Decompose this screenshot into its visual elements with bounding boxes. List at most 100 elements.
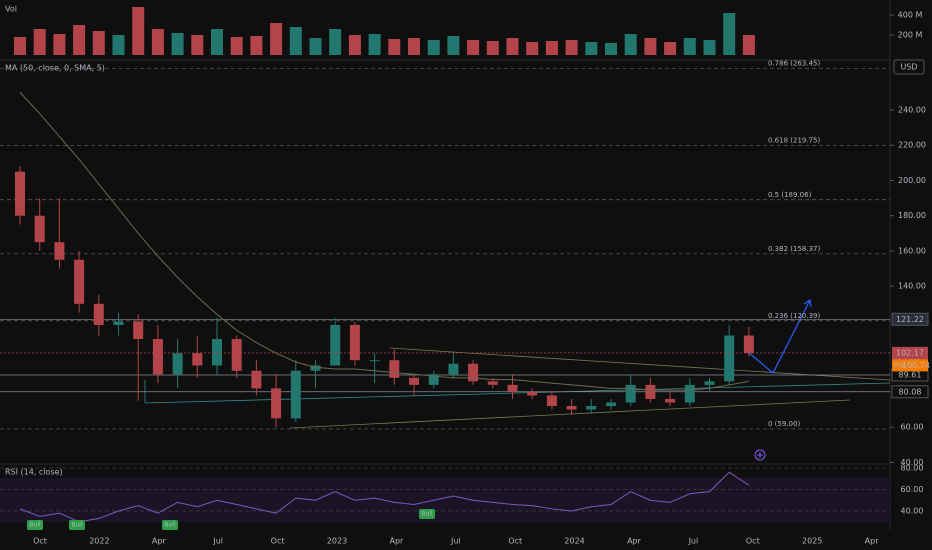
candle-body	[34, 215, 45, 243]
volume-bar	[605, 43, 617, 55]
y-tick-label: 180.00	[898, 211, 926, 220]
volume-bar	[112, 35, 125, 55]
candle-body	[54, 242, 65, 260]
candle-body	[507, 384, 518, 392]
rsi-label: RSI (14, close)	[5, 468, 63, 477]
signal-tag	[69, 520, 85, 530]
volume-bar	[92, 31, 105, 55]
level-tag	[891, 312, 929, 326]
y-tick-label: 60.00	[901, 423, 924, 432]
currency-button[interactable]	[893, 59, 925, 75]
candle-body	[428, 374, 439, 385]
add-icon	[757, 452, 763, 458]
candle-body	[113, 321, 124, 325]
volume-bar	[53, 34, 66, 55]
projection-arrow	[747, 299, 811, 374]
candle-body	[330, 324, 341, 366]
volume-bar	[329, 29, 342, 55]
signal-label: Bull	[71, 522, 83, 529]
volume-label: Vol	[5, 5, 17, 14]
volume-bar	[211, 29, 223, 55]
level-label: 89.61	[899, 370, 922, 379]
candle-body	[93, 303, 104, 325]
rsi-tick-label: 60.00	[901, 485, 924, 494]
volume-bar	[151, 29, 164, 55]
volume-bar	[467, 40, 480, 55]
x-tick-label: Apr	[152, 537, 167, 546]
volume-bar	[644, 38, 657, 55]
volume-bar	[447, 36, 460, 55]
candle-body	[152, 339, 163, 375]
x-tick-label: Oct	[746, 537, 760, 546]
pre-tag	[892, 359, 928, 372]
volume-bar	[585, 42, 598, 55]
volume-bar	[683, 38, 696, 55]
candle-body	[192, 353, 203, 366]
candle-body	[527, 391, 538, 396]
volume-bar	[230, 37, 243, 55]
vol-tick-label: 400 M	[898, 11, 923, 20]
pre-label: 100.74	[902, 361, 930, 370]
candle-body	[212, 339, 222, 366]
x-tick-label: Jul	[450, 537, 461, 546]
signal-tag	[27, 520, 43, 530]
candle-body	[566, 406, 577, 410]
candle-body	[251, 370, 262, 389]
add-button[interactable]	[754, 449, 766, 461]
x-tick-label: Jul	[688, 537, 699, 546]
volume-bar	[171, 33, 184, 55]
volume-bar	[742, 35, 755, 55]
x-tick-label: Apr	[389, 537, 404, 546]
rsi-tick-label: 40.00	[901, 507, 924, 516]
candle-body	[546, 395, 557, 407]
volume-bar	[486, 41, 499, 55]
candle-body	[586, 406, 597, 410]
candle-body	[606, 402, 616, 407]
x-tick-label: Oct	[271, 537, 285, 546]
candle-body	[369, 360, 380, 362]
fib-label: 0.5 (189.06)	[768, 191, 812, 199]
signal-tag	[162, 520, 178, 530]
volume-bar	[309, 38, 322, 55]
candle-body	[448, 363, 459, 375]
volume-bar	[289, 27, 302, 55]
arrow-head	[803, 298, 812, 308]
y-tick-label: 160.00	[898, 246, 926, 255]
level-tag	[891, 385, 929, 399]
fib-label: 0 (59.00)	[768, 420, 800, 428]
x-tick-label: 2022	[89, 537, 109, 546]
ma-label: MA (50, close, 0, SMA, 5)	[5, 64, 105, 73]
candle-body	[665, 398, 676, 403]
candle-body	[724, 335, 735, 382]
volume-bar	[664, 42, 677, 55]
candle-body	[468, 363, 479, 382]
fib-label: 0.618 (219.75)	[768, 137, 820, 145]
x-tick-label: 2024	[564, 537, 584, 546]
y-tick-label: 240.00	[898, 106, 926, 115]
rsi-band	[0, 478, 890, 522]
volume-bar	[14, 37, 26, 55]
last-label: 102.17	[896, 348, 924, 357]
candle-body	[389, 360, 400, 378]
x-tick-label: Jul	[212, 537, 223, 546]
volume-bar	[270, 23, 283, 55]
candle-body	[231, 339, 242, 371]
candle-body	[15, 171, 25, 216]
volume-bar	[703, 40, 716, 55]
fib-label: 0.236 (120.39)	[768, 312, 820, 320]
volume-bar	[526, 42, 539, 55]
candle-body	[133, 321, 144, 340]
rsi-tick-label: 80.00	[901, 464, 924, 473]
x-tick-label: Oct	[33, 537, 47, 546]
currency[interactable]: USD	[900, 63, 917, 72]
volume-bar	[73, 25, 86, 55]
candle-body	[271, 388, 282, 419]
volume-bar	[348, 35, 361, 55]
fib-label: 0.786 (263.45)	[768, 60, 820, 68]
candle-body	[704, 381, 715, 385]
candle-body	[645, 384, 656, 399]
volume-bar	[545, 41, 558, 55]
level-label: 121.22	[896, 315, 924, 324]
candle-body	[409, 377, 419, 385]
x-tick-label: Oct	[508, 537, 522, 546]
